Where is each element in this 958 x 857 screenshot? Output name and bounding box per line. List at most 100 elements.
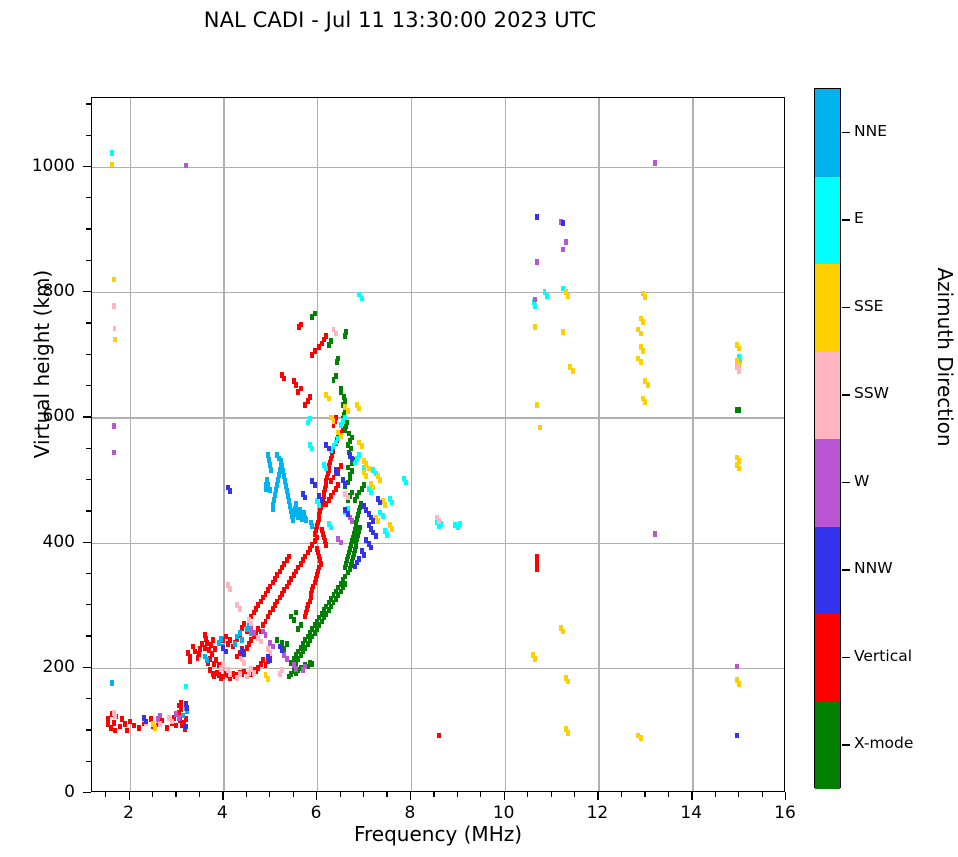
colorbar-segment-e[interactable] (815, 176, 840, 264)
data-point-x-mode (329, 596, 334, 602)
data-point-nnw (310, 478, 315, 484)
data-point-vertical (272, 576, 277, 582)
data-point-x-mode (324, 611, 329, 617)
data-point-nnw (734, 732, 739, 739)
data-point-vertical (318, 561, 323, 567)
data-point-nnw (319, 497, 324, 503)
data-point-vertical (190, 643, 195, 650)
colorbar-segment-ssw[interactable] (815, 351, 840, 439)
data-point-vertical (315, 523, 320, 530)
data-point-nne (272, 492, 277, 498)
data-point-vertical (197, 646, 202, 652)
data-point-ssw (343, 490, 348, 497)
data-point-w (734, 663, 739, 670)
data-point-nnw (347, 452, 352, 458)
data-point-vertical (265, 658, 270, 665)
data-point-ssw (277, 671, 282, 677)
data-point-ssw (225, 582, 230, 588)
data-point-sse (378, 477, 383, 483)
data-point-ssw (158, 721, 162, 727)
data-point-nnw (366, 522, 371, 528)
colorbar-segment-x-mode[interactable] (815, 701, 840, 789)
data-point-vertical (270, 579, 275, 586)
gridline-vertical (317, 98, 319, 791)
data-point-ssw (247, 617, 252, 623)
data-point-ssw (265, 646, 270, 652)
data-point-sse (383, 502, 388, 508)
data-point-sse (326, 395, 331, 402)
colorbar-segment-w[interactable] (815, 439, 840, 527)
colorbar-segment-vertical[interactable] (815, 614, 840, 702)
data-point-nnw (354, 559, 359, 566)
data-point-vertical (263, 662, 268, 669)
data-point-vertical (319, 340, 324, 347)
data-point-vertical (214, 657, 219, 664)
data-point-x-mode (345, 479, 350, 486)
data-point-x-mode (310, 661, 315, 667)
gridline-horizontal (92, 166, 784, 169)
x-tick (362, 792, 365, 797)
data-point-nnw (352, 563, 357, 570)
data-point-nne (263, 482, 268, 488)
data-point-sse (150, 721, 155, 727)
data-point-vertical (106, 716, 111, 722)
data-point-ssw (112, 325, 117, 332)
colorbar-segment-nne[interactable] (815, 89, 840, 177)
data-point-x-mode (338, 581, 343, 587)
data-point-sse (357, 439, 362, 446)
data-point-vertical (258, 661, 263, 667)
data-point-vertical (331, 474, 336, 481)
data-point-sse (535, 401, 540, 408)
data-point-vertical (312, 348, 317, 354)
data-point-x-mode (324, 603, 329, 610)
data-point-sse (563, 726, 568, 732)
data-point-x-mode (348, 542, 353, 548)
data-point-vertical (279, 564, 284, 571)
data-point-nnw (242, 651, 247, 657)
data-point-vertical (209, 642, 214, 649)
colorbar-segment-nnw[interactable] (815, 526, 840, 614)
data-point-x-mode (359, 485, 364, 492)
data-point-x-mode (303, 644, 308, 651)
data-point-vertical (188, 653, 193, 660)
data-point-sse (638, 359, 643, 366)
data-point-x-mode (350, 534, 355, 541)
data-point-sse (570, 368, 575, 374)
data-point-x-mode (343, 573, 348, 580)
data-point-vertical (437, 732, 441, 739)
y-tick (86, 635, 91, 637)
data-point-vertical (314, 576, 319, 582)
data-point-x-mode (350, 554, 355, 561)
data-point-nne (275, 452, 280, 458)
data-point-ssw (734, 364, 739, 371)
data-point-vertical (244, 644, 249, 651)
data-point-x-mode (279, 639, 284, 646)
data-point-ssw (237, 671, 242, 677)
data-point-vertical (291, 378, 296, 384)
data-point-nne (276, 455, 281, 462)
data-point-nne (267, 457, 272, 463)
data-point-w (338, 539, 343, 546)
x-tick (433, 792, 435, 797)
colorbar-label-sse: SSE (854, 296, 884, 315)
data-point-vertical (187, 658, 192, 665)
data-point-vertical (298, 561, 303, 567)
data-point-x-mode (347, 493, 352, 500)
data-point-vertical (310, 351, 315, 358)
data-point-e (326, 520, 331, 527)
data-point-w (183, 162, 188, 169)
data-point-w (336, 535, 341, 542)
data-point-nne (109, 679, 114, 686)
data-point-vertical (308, 594, 313, 601)
data-point-w (301, 667, 305, 674)
colorbar[interactable] (814, 88, 841, 789)
data-point-e (404, 479, 409, 486)
y-tick (86, 322, 91, 324)
y-tick (86, 134, 91, 136)
colorbar-segment-sse[interactable] (815, 264, 840, 352)
data-point-vertical (338, 463, 343, 469)
data-point-x-mode (358, 504, 363, 511)
data-point-w (176, 715, 181, 721)
colorbar-label-ssw: SSW (854, 384, 890, 403)
data-point-sse (565, 293, 570, 299)
